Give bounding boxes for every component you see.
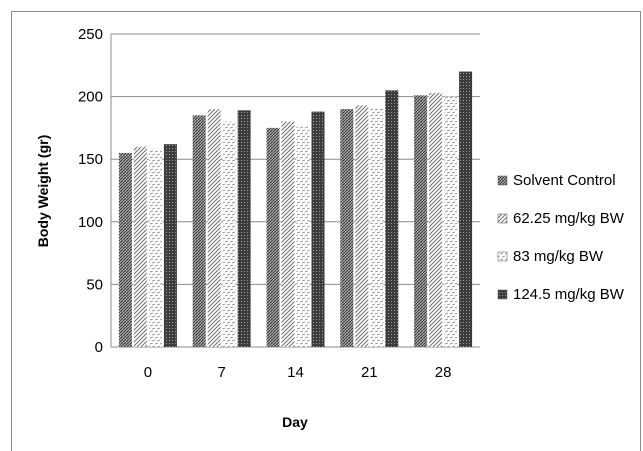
y-tick-label: 0 <box>95 339 103 356</box>
bars <box>118 71 473 348</box>
chart-frame <box>11 11 641 451</box>
legend-swatch <box>497 289 508 300</box>
x-axis-title: Day <box>282 414 308 430</box>
legend: Solvent Control 62.25 mg/kg BW 83 mg/kg BW… <box>497 172 625 303</box>
y-tick-label: 50 <box>86 276 103 293</box>
bar <box>148 149 162 347</box>
bar <box>340 109 354 348</box>
legend-swatch <box>497 213 508 224</box>
legend-label: 124.5 mg/kg BW <box>513 286 625 303</box>
x-tick-label: 21 <box>361 364 378 381</box>
bar <box>192 115 206 347</box>
x-tick-label: 14 <box>287 364 304 381</box>
bar <box>459 71 473 347</box>
y-tick-label: 100 <box>78 214 103 231</box>
legend-swatch <box>497 251 508 262</box>
y-tick-label: 250 <box>78 26 103 43</box>
tick-labels: 0 50 100 150 200 250 0 7 14 21 28 <box>78 26 451 381</box>
bar <box>429 92 443 348</box>
y-tick-label: 150 <box>78 151 103 168</box>
bar <box>281 121 295 347</box>
y-tick-label: 200 <box>78 89 103 106</box>
bar <box>385 90 399 347</box>
bar <box>370 107 384 347</box>
bar <box>163 144 177 347</box>
bar <box>355 105 369 347</box>
y-axis-title: Body Weight (gr) <box>35 135 51 248</box>
bar <box>414 95 428 348</box>
bar <box>296 125 310 348</box>
bar <box>444 96 458 347</box>
legend-label: Solvent Control <box>513 172 616 189</box>
bar <box>237 110 251 347</box>
bar <box>133 146 147 347</box>
legend-label: 83 mg/kg BW <box>513 248 604 265</box>
bar <box>207 109 221 348</box>
x-tick-label: 0 <box>144 364 152 381</box>
bar <box>118 152 132 347</box>
x-tick-label: 7 <box>218 364 226 381</box>
x-tick-label: 28 <box>435 364 452 381</box>
bar <box>311 111 325 348</box>
bar <box>266 127 280 348</box>
bar <box>222 121 236 347</box>
legend-label: 62.25 mg/kg BW <box>513 210 625 227</box>
legend-swatch <box>497 175 508 186</box>
